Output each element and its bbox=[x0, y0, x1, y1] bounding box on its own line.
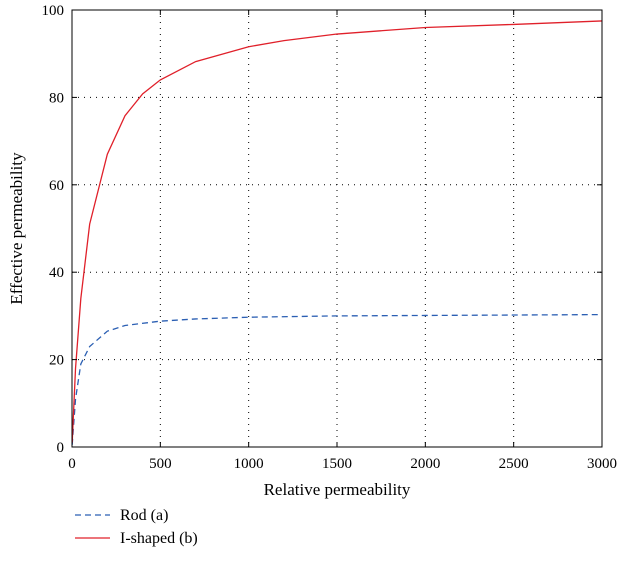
legend-label: I-shaped (b) bbox=[120, 530, 198, 547]
plot-frame bbox=[71, 9, 603, 448]
y-tick-label: 40 bbox=[49, 265, 64, 281]
legend-label: Rod (a) bbox=[120, 507, 168, 524]
x-tick-label: 500 bbox=[149, 456, 172, 472]
y-tick-label: 80 bbox=[49, 90, 64, 106]
y-tick-label: 20 bbox=[49, 353, 64, 369]
x-tick-label: 1000 bbox=[234, 456, 264, 472]
series-line-i-shaped bbox=[71, 20, 603, 443]
y-tick-label: 60 bbox=[49, 178, 64, 194]
x-tick-label: 2500 bbox=[499, 456, 529, 472]
grid-lines bbox=[72, 10, 602, 447]
x-axis-label: Relative permeability bbox=[264, 480, 411, 499]
y-tick-label: 0 bbox=[57, 440, 65, 456]
y-axis-label: Effective permeability bbox=[7, 152, 26, 305]
x-tick-label: 3000 bbox=[587, 456, 617, 472]
legend: Rod (a) I-shaped (b) bbox=[75, 507, 198, 547]
x-tick-label: 1500 bbox=[322, 456, 352, 472]
x-tick-label: 2000 bbox=[410, 456, 440, 472]
x-tick-label: 0 bbox=[68, 456, 76, 472]
axis-ticks: 0 500 1000 1500 2000 2500 3000 0 20 40 60 80 100 bbox=[42, 3, 618, 472]
series-line-rod bbox=[71, 313, 603, 445]
series-lines bbox=[71, 20, 603, 445]
y-tick-label: 100 bbox=[42, 3, 65, 19]
